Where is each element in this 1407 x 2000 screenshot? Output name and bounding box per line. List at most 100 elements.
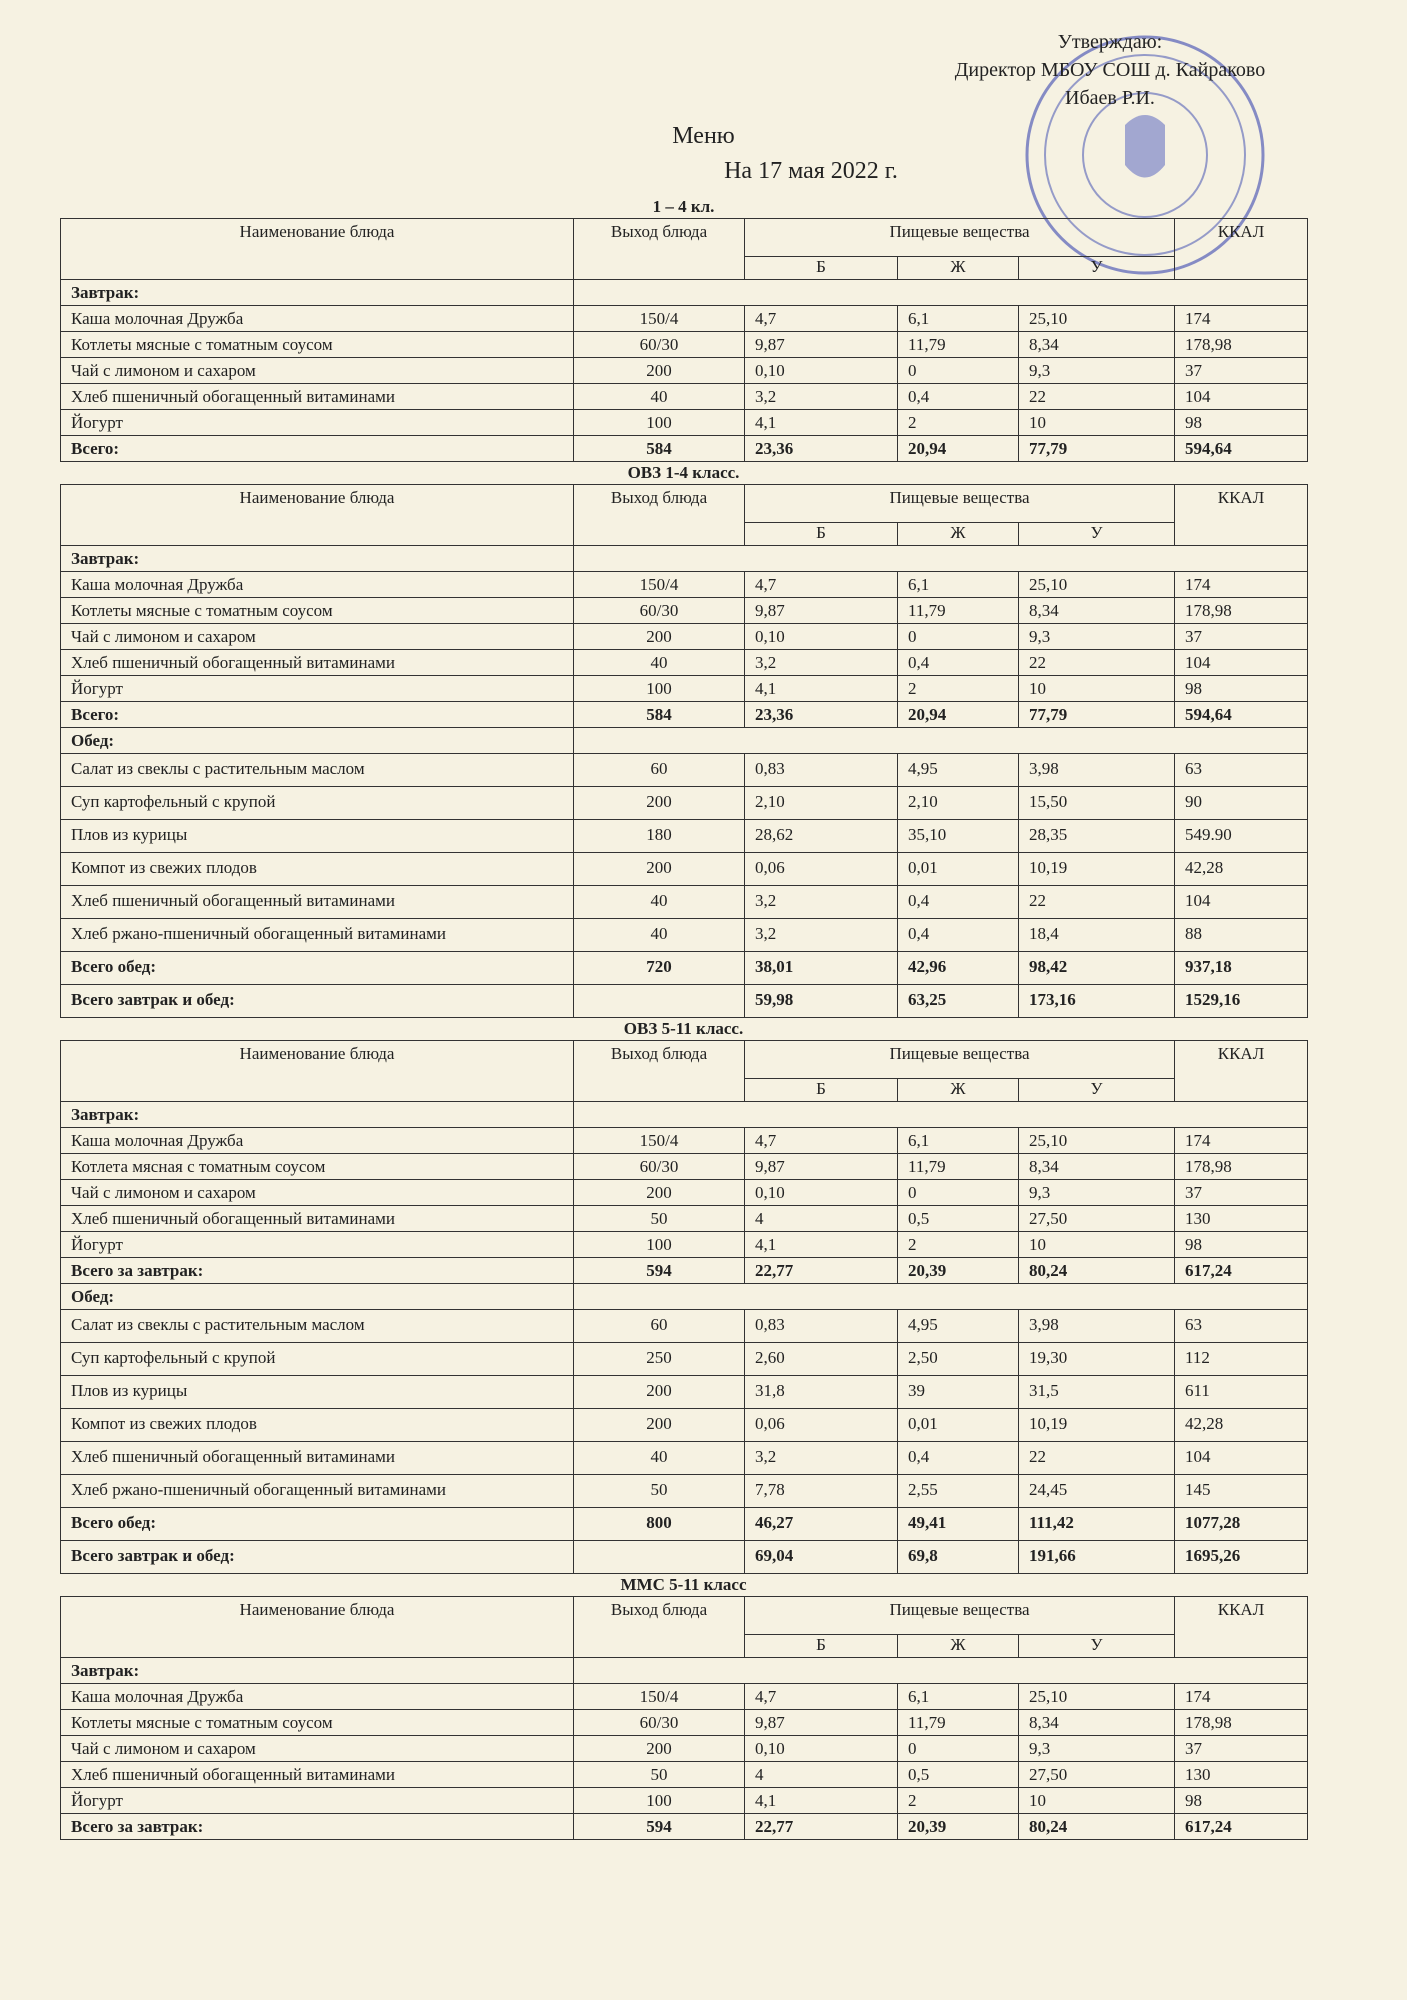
value-cell: 37 bbox=[1174, 1735, 1308, 1762]
value-cell: 28,35 bbox=[1018, 819, 1175, 853]
dish-name: Йогурт bbox=[60, 1231, 574, 1258]
dish-name: Хлеб пшеничный обогащенный витаминами bbox=[60, 1761, 574, 1788]
value-cell: 0,10 bbox=[744, 1179, 898, 1206]
dish-row: Котлеты мясные с томатным соусом 60/30 9,8… bbox=[60, 331, 1308, 358]
value-cell: 2,10 bbox=[744, 786, 898, 820]
value-cell: 7,78 bbox=[744, 1474, 898, 1508]
value-cell: 25,10 bbox=[1018, 1683, 1175, 1710]
value-cell: 11,79 bbox=[897, 331, 1019, 358]
value-cell: 104 bbox=[1174, 383, 1308, 410]
value-cell: 37 bbox=[1174, 1179, 1308, 1206]
dish-name: Салат из свеклы с растительным маслом bbox=[60, 753, 574, 787]
value-cell: 31,8 bbox=[744, 1375, 898, 1409]
dish-row: Чай с лимоном и сахаром 200 0,10 0 9,3 37 bbox=[60, 1735, 1308, 1762]
header-cell: Выход блюда bbox=[573, 1596, 745, 1658]
section-caption: ОВЗ 5-11 класс. bbox=[623, 1019, 744, 1038]
dish-name: Йогурт bbox=[60, 1787, 574, 1814]
value-cell: 10,19 bbox=[1018, 852, 1175, 886]
dish-name: Всего за завтрак: bbox=[60, 1257, 574, 1284]
value-cell: 6,1 bbox=[897, 1683, 1019, 1710]
empty-cell bbox=[573, 545, 1308, 572]
dish-row: Суп картофельный с крупой 250 2,60 2,50 19,3… bbox=[60, 1342, 1308, 1376]
value-cell: 98 bbox=[1174, 675, 1308, 702]
value-cell: 98,42 bbox=[1018, 951, 1175, 985]
value-cell: 9,3 bbox=[1018, 357, 1175, 384]
value-cell: 50 bbox=[573, 1205, 745, 1232]
section-caption: 1 – 4 кл. bbox=[652, 197, 715, 216]
value-cell: 200 bbox=[573, 1735, 745, 1762]
value-cell: 0,4 bbox=[897, 649, 1019, 676]
header-cell: У bbox=[1018, 522, 1175, 546]
value-cell: 100 bbox=[573, 1231, 745, 1258]
total-row: Всего обед: 800 46,27 49,41 111,42 1077,28 bbox=[60, 1507, 1308, 1541]
dish-row: Хлеб пшеничный обогащенный витаминами 40 3… bbox=[60, 1441, 1308, 1475]
dish-name: Плов из курицы bbox=[60, 819, 574, 853]
dish-name: Всего завтрак и обед: bbox=[60, 1540, 574, 1574]
total-row: Всего за завтрак: 594 22,77 20,39 80,24 617,2… bbox=[60, 1257, 1308, 1284]
dish-name: Всего: bbox=[60, 435, 574, 462]
value-cell: 3,2 bbox=[744, 649, 898, 676]
dish-row: Каша молочная Дружба 150/4 4,7 6,1 25,10 174 bbox=[60, 571, 1308, 598]
value-cell: 35,10 bbox=[897, 819, 1019, 853]
header-row: Наименование блюда Выход блюда Пищевые вещ… bbox=[60, 1596, 1308, 1658]
value-cell: 25,10 bbox=[1018, 571, 1175, 598]
value-cell: 3,2 bbox=[744, 383, 898, 410]
value-cell: 69,8 bbox=[897, 1540, 1019, 1574]
value-cell: 4,7 bbox=[744, 1127, 898, 1154]
dish-name: Суп картофельный с крупой bbox=[60, 1342, 574, 1376]
value-cell: 0,4 bbox=[897, 383, 1019, 410]
value-cell: 100 bbox=[573, 1787, 745, 1814]
value-cell: 200 bbox=[573, 357, 745, 384]
value-cell: 20,94 bbox=[897, 701, 1019, 728]
value-cell: 1077,28 bbox=[1174, 1507, 1308, 1541]
dish-name: Каша молочная Дружба bbox=[60, 571, 574, 598]
value-cell: 15,50 bbox=[1018, 786, 1175, 820]
dish-row: Йогурт 100 4,1 2 10 98 bbox=[60, 409, 1308, 436]
value-cell: 40 bbox=[573, 383, 745, 410]
menu-table: Наименование блюда Выход блюда Пищевые вещ… bbox=[60, 218, 1308, 462]
value-cell: 9,87 bbox=[744, 597, 898, 624]
total-row: Всего за завтрак: 594 22,77 20,39 80,24 617,2… bbox=[60, 1813, 1308, 1840]
dish-row: Чай с лимоном и сахаром 200 0,10 0 9,3 37 bbox=[60, 357, 1308, 384]
value-cell: 8,34 bbox=[1018, 331, 1175, 358]
value-cell: 104 bbox=[1174, 649, 1308, 676]
dish-name: Хлеб пшеничный обогащенный витаминами bbox=[60, 885, 574, 919]
value-cell: 100 bbox=[573, 675, 745, 702]
value-cell: 59,98 bbox=[744, 984, 898, 1018]
header-row: Наименование блюда Выход блюда Пищевые вещ… bbox=[60, 1040, 1308, 1102]
header-cell: Выход блюда bbox=[573, 218, 745, 280]
value-cell: 80,24 bbox=[1018, 1813, 1175, 1840]
value-cell: 111,42 bbox=[1018, 1507, 1175, 1541]
header-cell: Б bbox=[744, 1078, 898, 1102]
value-cell: 104 bbox=[1174, 885, 1308, 919]
value-cell: 20,39 bbox=[897, 1257, 1019, 1284]
value-cell: 31,5 bbox=[1018, 1375, 1175, 1409]
value-cell: 6,1 bbox=[897, 305, 1019, 332]
value-cell: 40 bbox=[573, 1441, 745, 1475]
value-cell: 174 bbox=[1174, 571, 1308, 598]
value-cell: 18,4 bbox=[1018, 918, 1175, 952]
value-cell: 200 bbox=[573, 623, 745, 650]
value-cell: 594,64 bbox=[1174, 701, 1308, 728]
dish-name: Хлеб пшеничный обогащенный витаминами bbox=[60, 1205, 574, 1232]
value-cell: 8,34 bbox=[1018, 1709, 1175, 1736]
value-cell: 3,98 bbox=[1018, 753, 1175, 787]
value-cell: 25,10 bbox=[1018, 305, 1175, 332]
value-cell: 4,7 bbox=[744, 305, 898, 332]
dish-name: Салат из свеклы с растительным маслом bbox=[60, 1309, 574, 1343]
subheading: Обед: bbox=[60, 727, 574, 754]
value-cell: 174 bbox=[1174, 1683, 1308, 1710]
menu-table: Наименование блюда Выход блюда Пищевые вещ… bbox=[60, 484, 1308, 1018]
value-cell: 22,77 bbox=[744, 1813, 898, 1840]
value-cell: 3,98 bbox=[1018, 1309, 1175, 1343]
value-cell: 10 bbox=[1018, 1787, 1175, 1814]
total-row: Всего: 584 23,36 20,94 77,79 594,64 bbox=[60, 701, 1308, 728]
value-cell: 42,28 bbox=[1174, 852, 1308, 886]
value-cell: 174 bbox=[1174, 305, 1308, 332]
value-cell: 150/4 bbox=[573, 305, 745, 332]
dish-name: Котлеты мясные с томатным соусом bbox=[60, 597, 574, 624]
total-row: Всего: 584 23,36 20,94 77,79 594,64 bbox=[60, 435, 1308, 462]
value-cell: 100 bbox=[573, 409, 745, 436]
empty-cell bbox=[573, 1657, 1308, 1684]
